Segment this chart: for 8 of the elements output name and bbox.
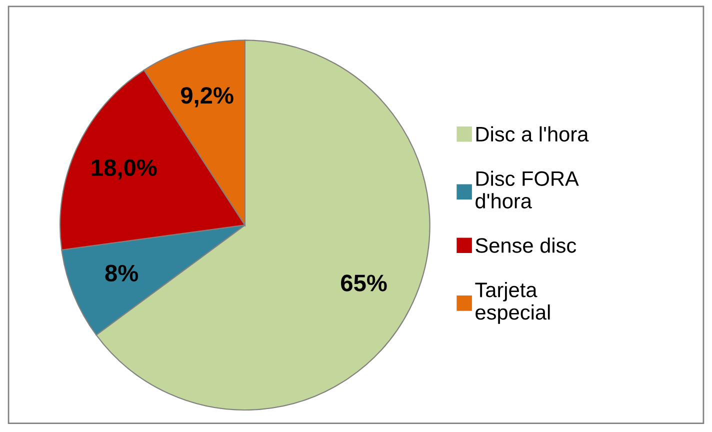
data-label: 8% xyxy=(105,264,138,282)
legend-label: Disc a l'hora xyxy=(476,126,589,142)
legend-label: Sense disc xyxy=(476,238,576,253)
data-label: 9,2% xyxy=(180,87,234,108)
data-label: 18,0% xyxy=(92,159,157,180)
legend-label: Tarjeta especial xyxy=(475,282,550,324)
legend-label: Disc FORA d'hora xyxy=(476,170,579,208)
data-label: 65% xyxy=(341,274,387,292)
